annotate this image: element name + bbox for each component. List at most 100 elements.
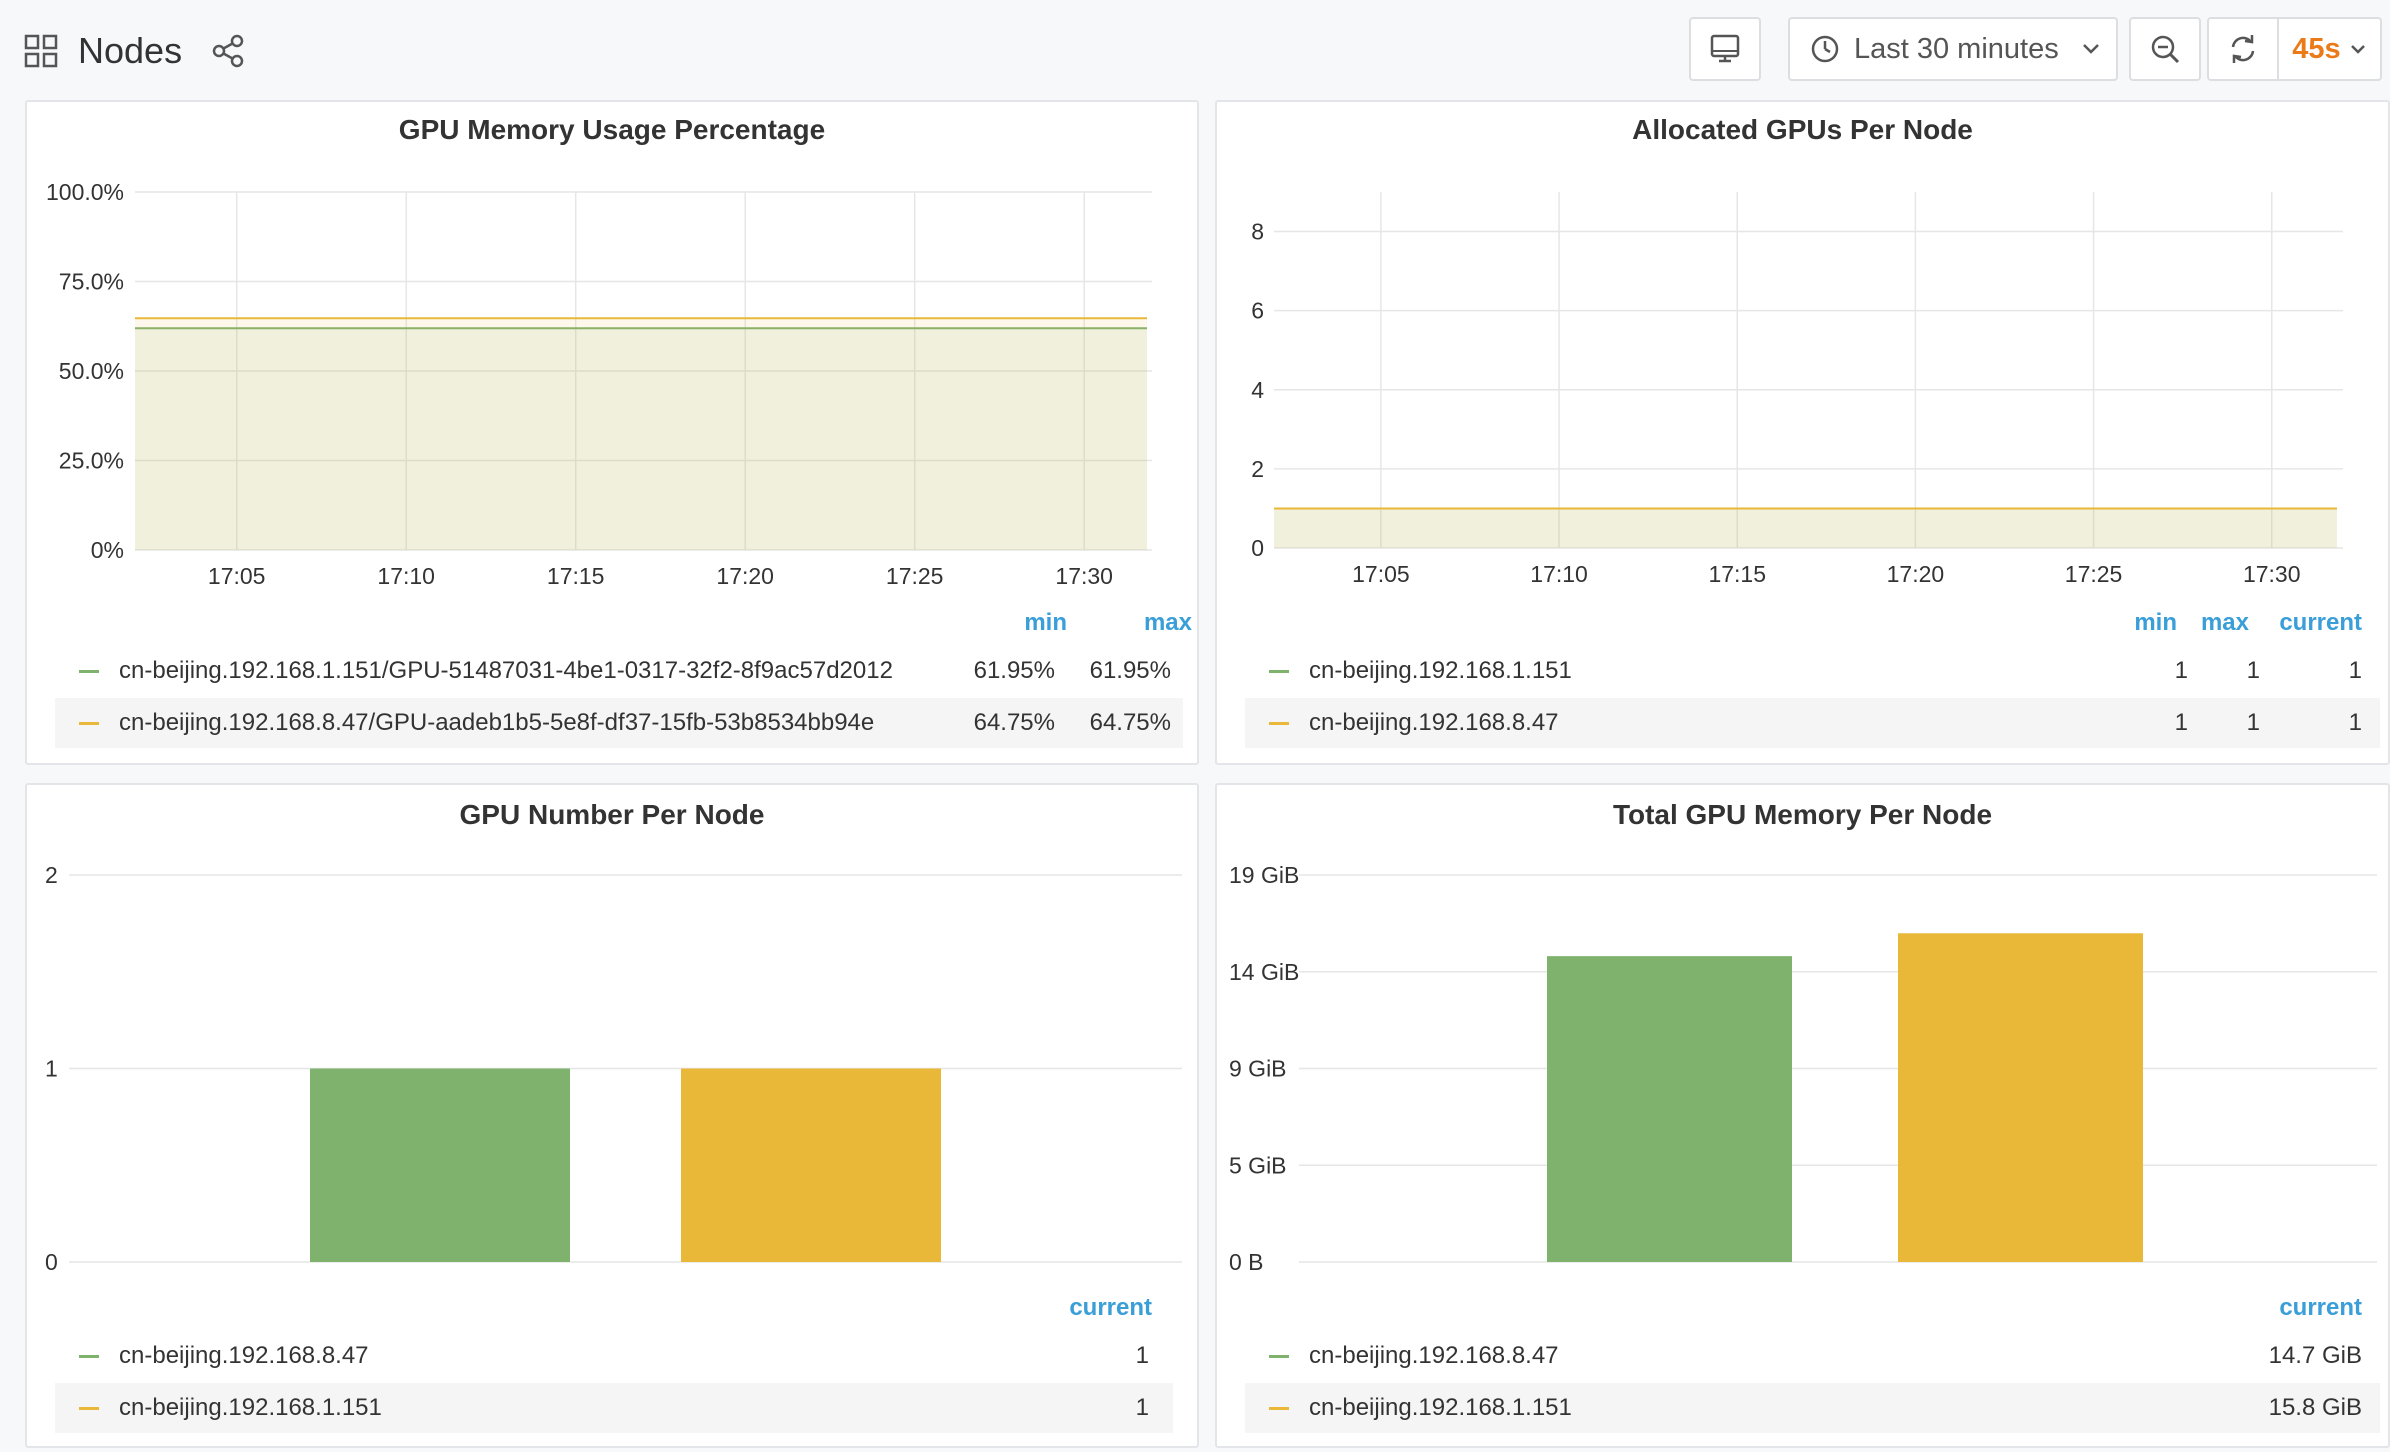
legend-row[interactable]: cn-beijing.192.168.1.151 1 [55,1383,1173,1433]
tv-icon [1710,34,1740,63]
panel-gpu-memory-usage: GPU Memory Usage Percentage 0% 25.0% 50.0%… [25,100,1199,765]
y-tick-label: 19 GiB [1229,862,1299,888]
share-icon[interactable] [210,33,246,69]
legend-current-value: 1 [1135,1394,1149,1421]
refresh-picker: 45s [2207,17,2382,81]
x-tick-label: 17:05 [1352,561,1410,587]
y-tick-label: 2 [1251,456,1264,482]
x-tick-label: 17:10 [377,563,435,589]
allocated-gpus-chart[interactable]: 0 2 4 6 8 17:05 17:10 17:15 17:20 17:25 17:30 [1217,102,2390,767]
legend-series-name: cn-beijing.192.168.1.151 [1309,1394,1572,1421]
gpu-memory-usage-chart[interactable]: 0% 25.0% 50.0% 75.0% 100.0% 17:05 17:10 17:15 17… [27,102,1201,767]
bar [310,1068,570,1262]
series-area [1274,508,2337,548]
legend-series-name: cn-beijing.192.168.8.47 [1309,1342,1559,1369]
legend-row[interactable]: cn-beijing.192.168.8.47 1 [55,1331,1173,1381]
panel-title[interactable]: GPU Number Per Node [459,799,765,830]
legend-series-name: cn-beijing.192.168.8.47 [119,1342,369,1369]
refresh-interval-label: 45s [2292,32,2341,65]
zoom-out-button[interactable] [2129,17,2201,81]
y-tick-label: 0% [91,537,124,563]
legend-row[interactable]: cn-beijing.192.168.8.47/GPU-aadeb1b5-5e8… [55,698,1183,748]
x-tick-label: 17:05 [208,563,266,589]
legend-color-swatch [1269,669,1289,673]
legend-current-value: 15.8 GiB [2268,1394,2362,1421]
dashboard-header: Nodes [24,28,246,74]
y-tick-label: 14 GiB [1229,959,1299,985]
refresh-interval-dropdown[interactable]: 45s [2279,19,2380,79]
y-tick-label: 1 [45,1056,58,1082]
legend-header-current[interactable]: current [2279,609,2362,636]
legend-header-max[interactable]: max [2200,609,2249,636]
x-tick-label: 17:30 [2243,561,2301,587]
legend-series-name: cn-beijing.192.168.1.151 [1309,657,1572,684]
y-tick-label: 8 [1251,219,1264,245]
legend-max-value: 64.75% [1089,709,1171,736]
legend-header-current[interactable]: current [1069,1294,1152,1321]
x-tick-label: 17:10 [1530,561,1588,587]
series-area [135,328,1147,550]
time-range-picker[interactable]: Last 30 minutes [1788,17,2118,81]
legend-color-swatch [79,669,99,673]
legend-header-current[interactable]: current [2279,1294,2362,1321]
legend-max-value: 1 [2246,657,2260,684]
y-tick-label: 0 [1251,535,1264,561]
legend-min-value: 61.95% [973,657,1055,684]
legend-min-value: 64.75% [973,709,1055,736]
gpu-number-chart[interactable]: 0 1 2 [27,785,1201,1450]
legend-row[interactable]: cn-beijing.192.168.1.151 15.8 GiB [1245,1383,2380,1433]
legend-max-value: 61.95% [1089,657,1171,684]
legend-color-swatch [1269,1406,1289,1410]
dashboard-grid-icon[interactable] [24,34,58,68]
legend-row[interactable]: cn-beijing.192.168.1.151 1 1 1 [1245,646,2380,696]
panel-title[interactable]: Allocated GPUs Per Node [1632,114,1973,145]
legend-color-swatch [79,1406,99,1410]
legend-series-name: cn-beijing.192.168.1.151/GPU-51487031-4b… [119,657,893,684]
y-tick-label: 0 B [1229,1249,1264,1275]
legend-current-value: 14.7 GiB [2268,1342,2362,1369]
x-tick-label: 17:25 [886,563,944,589]
bar [1898,933,2143,1262]
y-tick-label: 6 [1251,298,1264,324]
y-tick-label: 50.0% [59,358,124,384]
panel-title[interactable]: GPU Memory Usage Percentage [398,114,826,145]
legend-header-min[interactable]: min [1024,609,1067,636]
panel-title[interactable]: Total GPU Memory Per Node [1612,799,1993,830]
total-gpu-memory-chart[interactable]: 0 B 5 GiB 9 GiB 14 GiB 19 GiB [1217,785,2390,1450]
top-navbar: Nodes Last 30 minutes [0,0,2390,100]
panel-allocated-gpus: Allocated GPUs Per Node 0 2 4 6 8 17:05 17:10 1… [1215,100,2390,765]
y-tick-label: 4 [1251,377,1264,403]
clock-icon [1811,35,1839,63]
y-tick-label: 25.0% [59,448,124,474]
bar [681,1068,941,1262]
chevron-down-icon [2350,45,2365,54]
y-tick-label: 5 GiB [1229,1152,1287,1178]
legend-header-min[interactable]: min [2134,609,2177,636]
legend-series-name: cn-beijing.192.168.8.47 [1309,709,1559,736]
y-tick-label: 75.0% [59,269,124,295]
legend-row[interactable]: cn-beijing.192.168.8.47 14.7 GiB [1245,1331,2380,1381]
legend-current-value: 1 [2348,657,2362,684]
cycle-view-mode-button[interactable] [1689,17,1761,81]
legend-color-swatch [79,721,99,725]
legend-series-name: cn-beijing.192.168.1.151 [119,1394,382,1421]
legend-header-max[interactable]: max [1143,609,1192,636]
time-range-label: Last 30 minutes [1854,32,2059,65]
legend-series-name: cn-beijing.192.168.8.47/GPU-aadeb1b5-5e8… [119,709,875,736]
y-tick-label: 100.0% [46,179,124,205]
legend-row[interactable]: cn-beijing.192.168.8.47 1 1 1 [1245,698,2380,748]
series-area [135,318,1147,550]
legend-min-value: 1 [2174,657,2188,684]
x-tick-label: 17:15 [1708,561,1766,587]
zoom-out-icon [2151,35,2180,64]
y-tick-label: 0 [45,1249,58,1275]
x-tick-label: 17:25 [2065,561,2123,587]
legend-color-swatch [1269,721,1289,725]
y-tick-label: 2 [45,862,58,888]
legend-row[interactable]: cn-beijing.192.168.1.151/GPU-51487031-4b… [55,646,1183,696]
refresh-button[interactable] [2209,19,2279,79]
legend-current-value: 1 [2348,709,2362,736]
x-tick-label: 17:30 [1055,563,1113,589]
dashboard-title[interactable]: Nodes [78,30,183,71]
bar [1547,956,1792,1262]
